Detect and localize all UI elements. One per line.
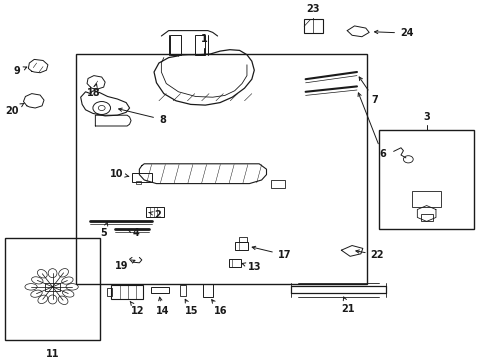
Text: 21: 21 [341, 297, 354, 314]
Text: 6: 6 [357, 93, 385, 159]
Text: 16: 16 [211, 300, 227, 316]
Text: 11: 11 [46, 349, 59, 359]
Bar [234, 242, 248, 250]
Bar [378, 130, 473, 229]
Bar [76, 54, 366, 284]
Text: 22: 22 [355, 250, 384, 260]
Text: 4: 4 [127, 228, 140, 238]
Text: 15: 15 [184, 299, 198, 316]
Bar [145, 207, 164, 217]
Bar [106, 288, 112, 296]
Text: 18: 18 [87, 84, 101, 98]
Bar [132, 173, 151, 182]
Text: 10: 10 [109, 168, 128, 179]
Bar [170, 35, 181, 55]
Text: 8: 8 [119, 108, 165, 125]
Text: 14: 14 [155, 297, 169, 316]
Text: 23: 23 [306, 4, 320, 14]
Text: 20: 20 [5, 103, 24, 116]
Text: 19: 19 [114, 260, 135, 271]
Text: 3: 3 [423, 112, 429, 122]
Bar [194, 35, 205, 55]
Bar [111, 285, 143, 299]
Text: 24: 24 [374, 28, 413, 38]
Bar [45, 283, 60, 291]
Text: 5: 5 [100, 222, 107, 238]
Bar [228, 259, 241, 267]
Bar [304, 19, 322, 33]
Text: 17: 17 [252, 246, 291, 260]
Bar [150, 287, 169, 293]
Text: 9: 9 [14, 66, 27, 76]
Text: 12: 12 [130, 301, 144, 316]
Bar [5, 238, 100, 340]
Bar [411, 191, 441, 207]
Text: 13: 13 [242, 262, 262, 273]
Bar [420, 214, 432, 221]
Text: 1: 1 [200, 34, 207, 44]
Text: 2: 2 [149, 210, 161, 220]
Bar [203, 284, 212, 297]
Bar [271, 180, 285, 188]
Text: 7: 7 [358, 77, 378, 105]
Bar [180, 285, 186, 296]
Bar [136, 181, 141, 184]
Bar [238, 237, 247, 242]
